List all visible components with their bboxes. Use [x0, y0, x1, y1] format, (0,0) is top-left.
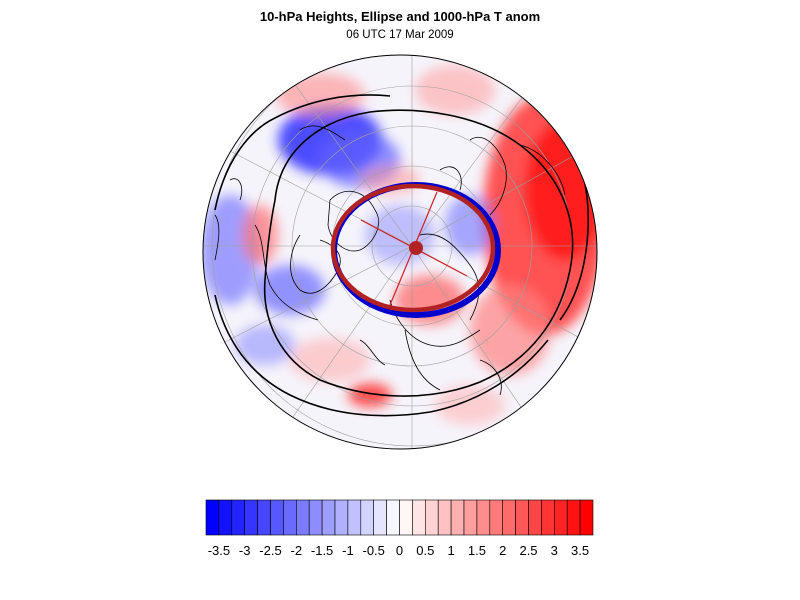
colorbar-box	[360, 499, 374, 536]
colorbar-box	[437, 499, 452, 536]
colorbar-box	[270, 499, 284, 536]
colorbar-box	[489, 499, 503, 536]
temperature-anomaly-field	[203, 65, 597, 425]
colorbar-box	[399, 499, 413, 536]
colorbar-box	[386, 499, 400, 536]
colorbar-label: -2.5	[259, 543, 282, 558]
colorbar	[205, 499, 594, 536]
colorbar-box	[579, 499, 594, 536]
colorbar-label: 2	[499, 543, 507, 558]
colorbar-box	[218, 499, 233, 536]
colorbar-box	[528, 499, 542, 536]
coastlines	[214, 125, 566, 396]
colorbar-label: 3.5	[571, 543, 590, 558]
colorbar-box	[424, 499, 439, 536]
colorbar-box	[308, 499, 323, 536]
colorbar-box	[541, 499, 555, 536]
map-subtitle: 06 UTC 17 Mar 2009	[346, 29, 454, 41]
colorbar-box	[295, 499, 310, 536]
colorbar-label: -0.5	[362, 543, 385, 558]
colorbar-box	[334, 499, 349, 536]
colorbar-box	[244, 499, 258, 536]
colorbar-box	[257, 499, 271, 536]
colorbar-box	[412, 499, 426, 536]
vortex-ellipse	[330, 183, 496, 313]
colorbar-label: 2.5	[519, 543, 538, 558]
globe-border	[202, 54, 598, 450]
colorbar-label: -1	[342, 543, 354, 558]
colorbar-label: 0	[395, 543, 404, 558]
colorbar-label: -3.5	[207, 543, 231, 558]
colorbar-box	[476, 499, 491, 536]
colorbar-box	[515, 499, 529, 536]
ellipse-center	[409, 241, 423, 255]
colorbar-box	[502, 499, 516, 536]
colorbar-box	[347, 499, 362, 536]
colorbar-box	[553, 499, 568, 536]
colorbar-label: 1.5	[467, 543, 486, 558]
colorbar-box	[231, 499, 246, 536]
colorbar-label: 3	[550, 543, 558, 558]
colorbar-label: -3	[238, 543, 251, 558]
colorbar-box	[205, 499, 220, 536]
map-title: 10-hPa Heights, Ellipse and 1000-hPa T a…	[259, 9, 541, 24]
colorbar-label: 0.5	[416, 543, 435, 558]
colorbar-box	[321, 499, 336, 536]
colorbar-label: -1.5	[310, 543, 334, 558]
colorbar-box	[463, 499, 478, 536]
colorbar-box	[566, 499, 581, 536]
colorbar-box	[373, 499, 387, 536]
colorbar-label: 1	[447, 543, 455, 558]
colorbar-box	[450, 499, 465, 536]
colorbar-label: -2	[290, 543, 303, 558]
colorbar-box	[283, 499, 297, 536]
